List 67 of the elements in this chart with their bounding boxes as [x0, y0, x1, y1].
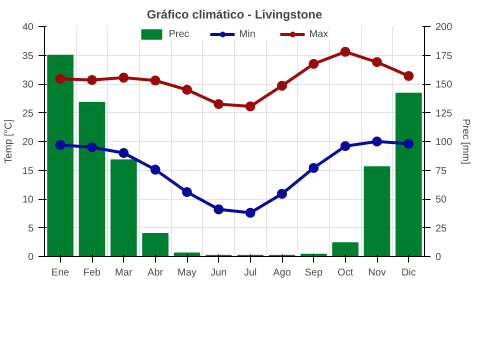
y-tick-label: 10: [22, 194, 34, 206]
y2-tick-label: 200: [436, 22, 453, 33]
bar: [142, 233, 168, 256]
x-tick-label: Jul: [244, 268, 257, 278]
y-tick-label: 40: [22, 22, 34, 33]
y-tick-label: 20: [22, 137, 34, 148]
y-tick-label: 30: [22, 80, 34, 90]
x-tick-label: May: [178, 268, 196, 278]
x-tick-label: Oct: [338, 268, 354, 278]
point: [150, 164, 160, 175]
y-axis-title: Temp [°C]: [3, 119, 14, 164]
y2-tick-label: 100: [436, 137, 453, 148]
x-tick-label: Feb: [83, 268, 102, 278]
y2-axis-title: Prec [mm]: [460, 118, 472, 164]
point: [118, 148, 129, 158]
y2-tick-label: 125: [436, 108, 453, 120]
bar: [78, 102, 106, 256]
point: [372, 57, 382, 68]
point: [55, 74, 66, 84]
bar: [364, 166, 390, 256]
point: [404, 138, 414, 149]
legend-label: Min: [239, 28, 256, 40]
point: [182, 187, 192, 198]
point: [340, 141, 350, 152]
y2-tick-label: 75: [436, 166, 448, 177]
point: [182, 84, 192, 95]
point: [404, 70, 414, 81]
x-tick-label: Ago: [273, 268, 292, 278]
y2-tick-label: 175: [436, 50, 453, 62]
legend-label: Prec: [168, 28, 190, 40]
point: [150, 76, 160, 86]
point: [372, 136, 382, 146]
bar: [47, 54, 74, 256]
y2-tick-label: 150: [436, 80, 453, 90]
point: [340, 46, 350, 57]
x-tick-label: Nov: [368, 268, 386, 278]
point: [308, 58, 319, 69]
x-tick-label: Dic: [401, 268, 416, 278]
x-tick-label: Ene: [51, 268, 70, 278]
point: [118, 72, 129, 83]
point: [277, 80, 287, 91]
y2-tick-label: 0: [436, 252, 442, 263]
point: [214, 99, 224, 110]
point: [277, 188, 287, 199]
y-tick-label: 5: [28, 223, 34, 234]
point: [214, 204, 224, 214]
x-tick-label: Jun: [210, 268, 227, 278]
bar: [396, 92, 422, 256]
point: [245, 208, 256, 218]
point: [87, 74, 97, 85]
y-tick-label: 15: [22, 166, 34, 177]
chart-title: Gráfico climático - Livingstone: [146, 8, 323, 22]
bar: [110, 159, 137, 256]
x-tick-label: Abr: [148, 268, 164, 278]
point: [245, 101, 256, 112]
y-tick-label: 0: [28, 252, 34, 263]
legend-label: Max: [309, 28, 330, 40]
x-tick-label: Mar: [115, 268, 133, 278]
y-tick-label: 35: [22, 50, 34, 62]
bar: [332, 242, 358, 256]
y2-tick-label: 25: [436, 223, 448, 234]
point: [55, 140, 66, 150]
point: [308, 162, 319, 173]
y-tick-label: 25: [22, 108, 34, 120]
point: [87, 142, 97, 152]
y2-tick-label: 50: [436, 194, 448, 206]
x-tick-label: Sep: [304, 268, 323, 278]
